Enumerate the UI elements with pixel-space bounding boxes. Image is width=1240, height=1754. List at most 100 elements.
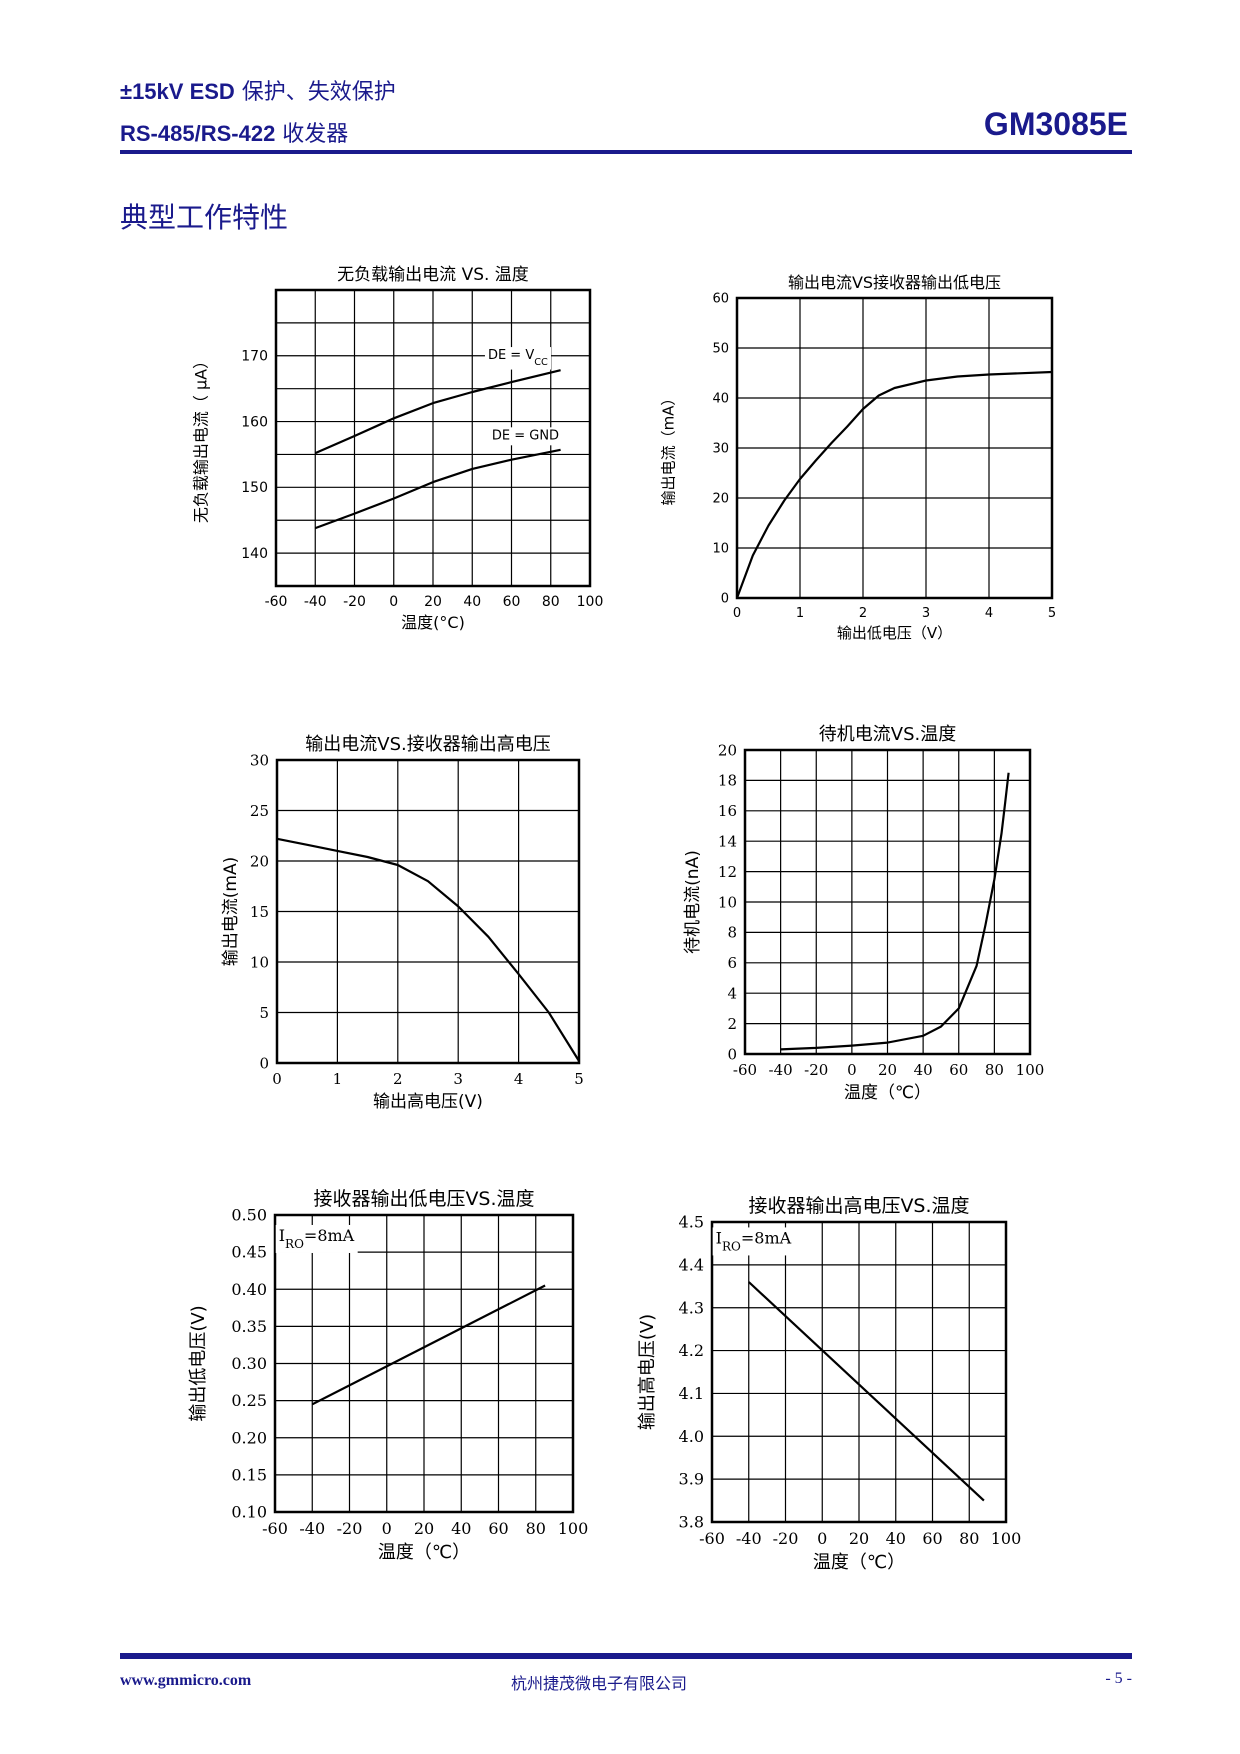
chart-vol-vs-temp: -60 -40 -20 0 20 40 60 80 100 0.10 0.15 0.20 0.25 0.3… bbox=[185, 1185, 605, 1585]
y-tick-label: 6 bbox=[727, 954, 737, 972]
y-tick-label: 5 bbox=[259, 1004, 269, 1022]
x-tick-label: 80 bbox=[526, 1519, 546, 1538]
part-number: GM3085E bbox=[983, 106, 1128, 142]
chart-svg: -60 -40 -20 0 20 40 60 80 100 140 150 160 170 无负载输出电流… bbox=[192, 265, 604, 632]
y-tick-label: 0.25 bbox=[231, 1391, 267, 1410]
x-tick-label: 100 bbox=[558, 1519, 589, 1538]
x-tick-label: 60 bbox=[922, 1529, 942, 1548]
annotation-background bbox=[488, 427, 563, 446]
chart-title: 待机电流VS.温度 bbox=[819, 724, 956, 745]
chart-no-load-current-vs-temp: -60 -40 -20 0 20 40 60 80 100 140 150 160 170 无负载输出电流… bbox=[180, 250, 620, 670]
x-tick-label: 0 bbox=[389, 594, 398, 610]
y-tick-label: 40 bbox=[712, 392, 729, 407]
chart-svg: -60 -40 -20 0 20 40 60 80 100 0.10 0.15 0.20 0.25 0.3… bbox=[188, 1188, 589, 1563]
y-tick-label: 50 bbox=[712, 342, 729, 357]
x-tick-label: 0 bbox=[382, 1519, 392, 1538]
x-axis-label: 输出低电压（V） bbox=[837, 624, 952, 642]
x-tick-label: 100 bbox=[1016, 1061, 1045, 1079]
y-tick-label: 0.40 bbox=[231, 1280, 267, 1299]
y-tick-label: 4.1 bbox=[679, 1384, 704, 1403]
x-tick-label: -40 bbox=[769, 1061, 793, 1079]
chart-title: 无负载输出电流 VS. 温度 bbox=[337, 265, 529, 285]
series-line bbox=[748, 1281, 985, 1502]
chart-grid bbox=[736, 297, 1053, 599]
series-line bbox=[314, 369, 561, 455]
x-tick-label: 5 bbox=[574, 1070, 584, 1088]
x-tick-label: -40 bbox=[304, 594, 327, 610]
chart-svg: -60 -40 -20 0 20 40 60 80 100 0 2 4 6 8 10 12 14 16 18 20 待机… bbox=[683, 724, 1045, 1103]
series-line bbox=[276, 837, 580, 1062]
y-tick-label: 0.15 bbox=[231, 1465, 267, 1484]
x-tick-label: -60 bbox=[699, 1529, 725, 1548]
x-tick-label: 0 bbox=[272, 1070, 282, 1088]
chart-annotation: IRO=8mA bbox=[716, 1228, 792, 1253]
x-tick-label: 3 bbox=[453, 1070, 463, 1088]
y-tick-label: 10 bbox=[718, 893, 737, 911]
header-line-1: ±15kV ESD 保护、失效保护 bbox=[120, 74, 396, 106]
y-tick-label: 0 bbox=[721, 592, 729, 607]
y-tick-label: 8 bbox=[727, 924, 737, 942]
y-axis-label: 输出电流（mA） bbox=[660, 391, 678, 506]
y-tick-label: 10 bbox=[712, 542, 729, 557]
footer-divider bbox=[120, 1653, 1132, 1659]
footer-website-link[interactable]: www.gmmicro.com bbox=[120, 1672, 252, 1689]
x-axis-label: 温度(°C) bbox=[401, 613, 465, 632]
y-tick-label: 20 bbox=[712, 492, 729, 507]
y-axis-label: 输出高电压(V) bbox=[637, 1314, 658, 1430]
x-tick-label: 20 bbox=[849, 1529, 869, 1548]
y-tick-label: 0.50 bbox=[231, 1206, 267, 1225]
y-axis-label: 待机电流(nA) bbox=[683, 850, 703, 954]
x-tick-label: 20 bbox=[424, 594, 442, 610]
y-tick-label: 4.3 bbox=[679, 1298, 704, 1317]
x-tick-label: -20 bbox=[773, 1529, 799, 1548]
chart-title: 接收器输出低电压VS.温度 bbox=[313, 1188, 534, 1210]
y-tick-label: 20 bbox=[250, 852, 269, 870]
x-tick-label: 2 bbox=[393, 1070, 403, 1088]
plot-frame bbox=[274, 288, 592, 588]
chart-svg: -60 -40 -20 0 20 40 60 80 100 3.8 3.9 4.0 4.1 4.2 4.3 4… bbox=[637, 1195, 1021, 1573]
y-tick-label: 30 bbox=[250, 751, 269, 769]
y-tick-label: 4.4 bbox=[679, 1255, 704, 1274]
series-line bbox=[311, 1284, 546, 1406]
x-tick-label: 5 bbox=[1048, 606, 1056, 621]
x-tick-label: 40 bbox=[886, 1529, 906, 1548]
annotation-background bbox=[484, 347, 552, 370]
footer-page-number: - 5 - bbox=[1105, 1670, 1132, 1687]
y-tick-label: 4 bbox=[727, 984, 737, 1002]
x-tick-label: -40 bbox=[299, 1519, 325, 1538]
y-tick-label: 14 bbox=[718, 832, 737, 850]
chart-shutdown-current-vs-temp: -60 -40 -20 0 20 40 60 80 100 0 2 4 6 8 10 12 14 16 18 20 待机… bbox=[665, 720, 1065, 1120]
plot-frame bbox=[710, 1220, 1008, 1524]
x-tick-label: -60 bbox=[733, 1061, 757, 1079]
y-tick-label: 0 bbox=[727, 1045, 737, 1063]
chart-grid bbox=[744, 749, 1031, 1055]
x-tick-label: -20 bbox=[804, 1061, 828, 1079]
x-tick-label: -20 bbox=[343, 594, 366, 610]
x-tick-label: 4 bbox=[985, 606, 993, 621]
x-tick-label: 80 bbox=[959, 1529, 979, 1548]
y-tick-label: 170 bbox=[241, 349, 268, 365]
plot-frame bbox=[273, 1213, 575, 1514]
x-tick-label: 60 bbox=[503, 594, 521, 610]
x-tick-label: 60 bbox=[488, 1519, 508, 1538]
x-tick-label: 100 bbox=[577, 594, 604, 610]
chart-annotation: DE = VCC bbox=[488, 348, 548, 368]
x-tick-label: 3 bbox=[922, 606, 930, 621]
y-tick-label: 15 bbox=[250, 903, 269, 921]
y-tick-label: 150 bbox=[241, 480, 268, 496]
chart-grid bbox=[274, 1214, 574, 1513]
header-line-2: RS-485/RS-422 收发器 bbox=[120, 116, 348, 148]
chart-ioh-vs-voh: 0 1 2 3 4 5 0 5 10 15 20 25 30 输出电流VS.接收器输出高电压 输出高电压(V… bbox=[205, 720, 605, 1120]
x-tick-label: -20 bbox=[337, 1519, 363, 1538]
chart-svg: 0 1 2 3 4 50102030405060输出电流VS接收器输出低电压输出低电压（V… bbox=[660, 273, 1057, 642]
header-transceiver-text: 收发器 bbox=[275, 122, 349, 147]
y-tick-label: 25 bbox=[250, 802, 269, 820]
chart-title: 输出电流VS.接收器输出高电压 bbox=[305, 734, 550, 755]
x-tick-label: 80 bbox=[542, 594, 560, 610]
chart-grid bbox=[276, 759, 580, 1064]
y-tick-label: 4.5 bbox=[679, 1213, 704, 1232]
x-tick-label: -60 bbox=[265, 594, 288, 610]
x-tick-label: 0 bbox=[847, 1061, 857, 1079]
y-tick-label: 12 bbox=[718, 863, 737, 881]
x-tick-label: 1 bbox=[796, 606, 804, 621]
